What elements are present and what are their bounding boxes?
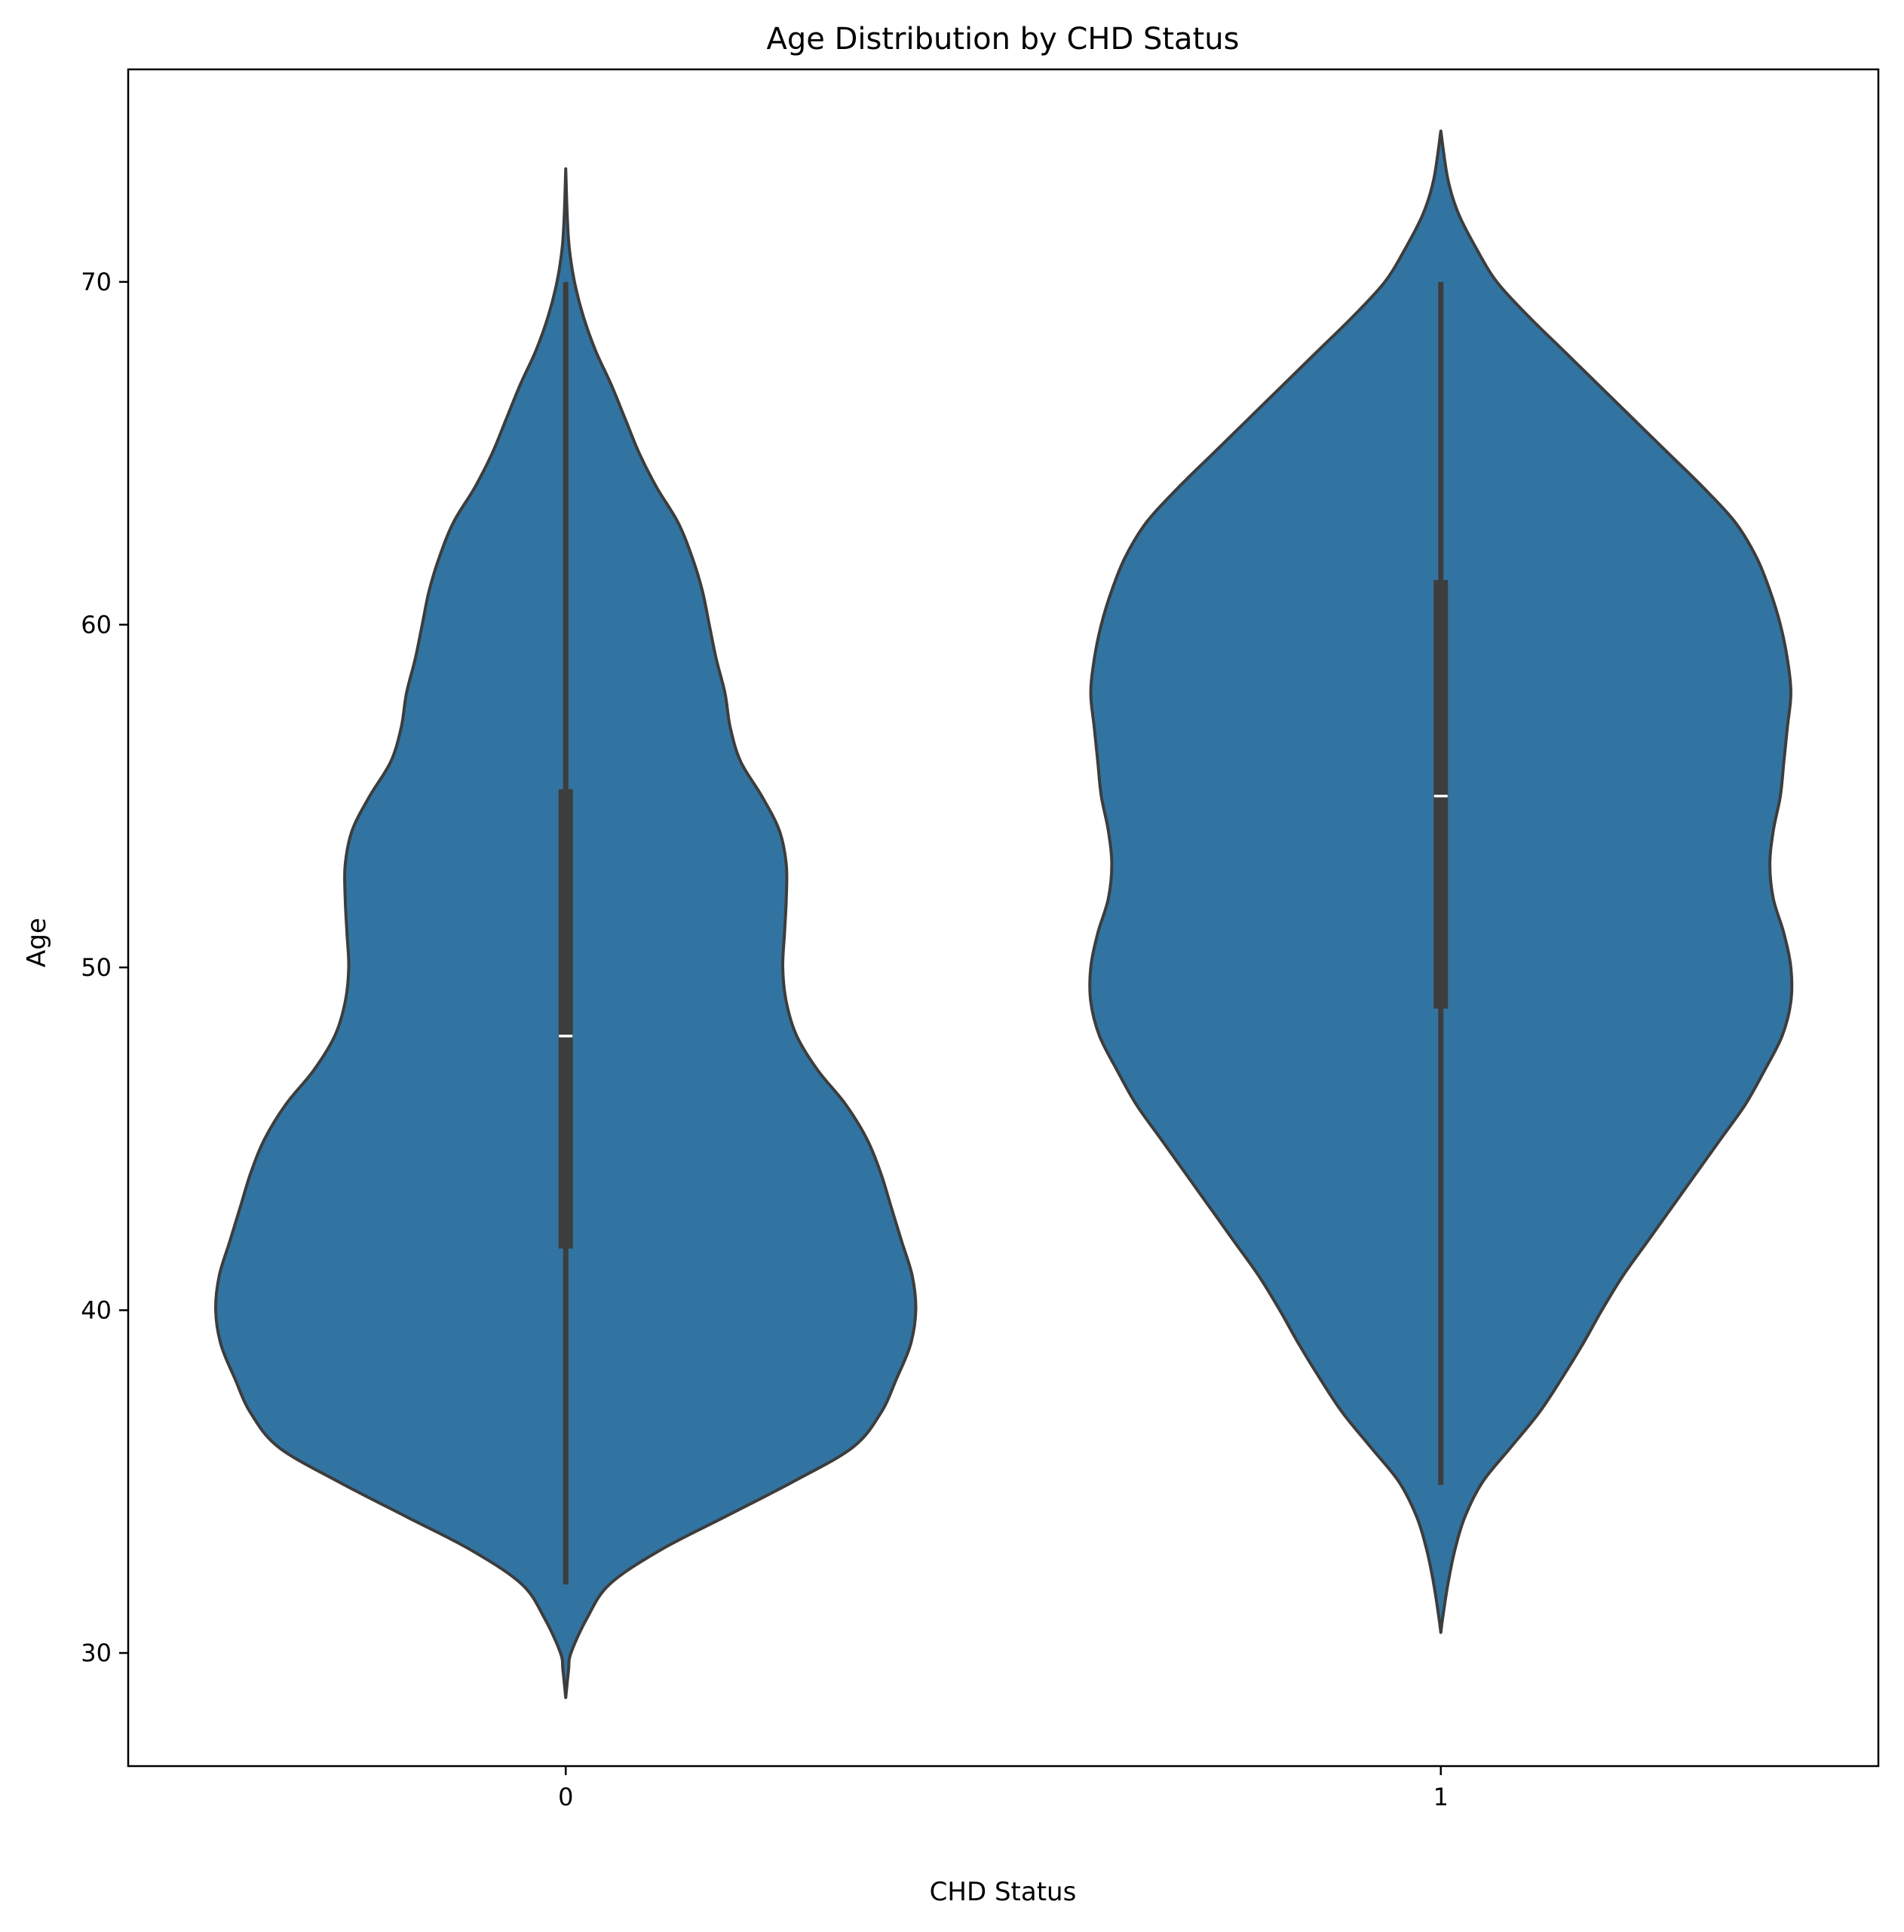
y-tick-label-50: 50	[81, 953, 112, 982]
y-axis: 30 40 50 60 70	[81, 268, 128, 1667]
iqr-box-1	[1433, 580, 1449, 1009]
y-tick-label-60: 60	[81, 610, 112, 639]
y-axis-label: Age	[22, 918, 52, 968]
x-tick-label-0: 0	[558, 1783, 573, 1811]
boxes-layer	[558, 281, 1449, 1585]
y-tick-label-40: 40	[81, 1296, 112, 1324]
chart-title: Age Distribution by CHD Status	[767, 22, 1240, 57]
y-tick-label-70: 70	[81, 268, 112, 296]
iqr-box-0	[558, 789, 573, 1249]
x-axis-label: CHD Status	[930, 1877, 1077, 1907]
plot-frame	[127, 68, 1880, 1768]
x-tick-label-1: 1	[1433, 1783, 1449, 1811]
y-tick-label-30: 30	[81, 1639, 112, 1667]
